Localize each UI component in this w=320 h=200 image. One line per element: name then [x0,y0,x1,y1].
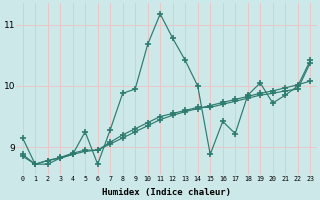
X-axis label: Humidex (Indice chaleur): Humidex (Indice chaleur) [102,188,231,197]
